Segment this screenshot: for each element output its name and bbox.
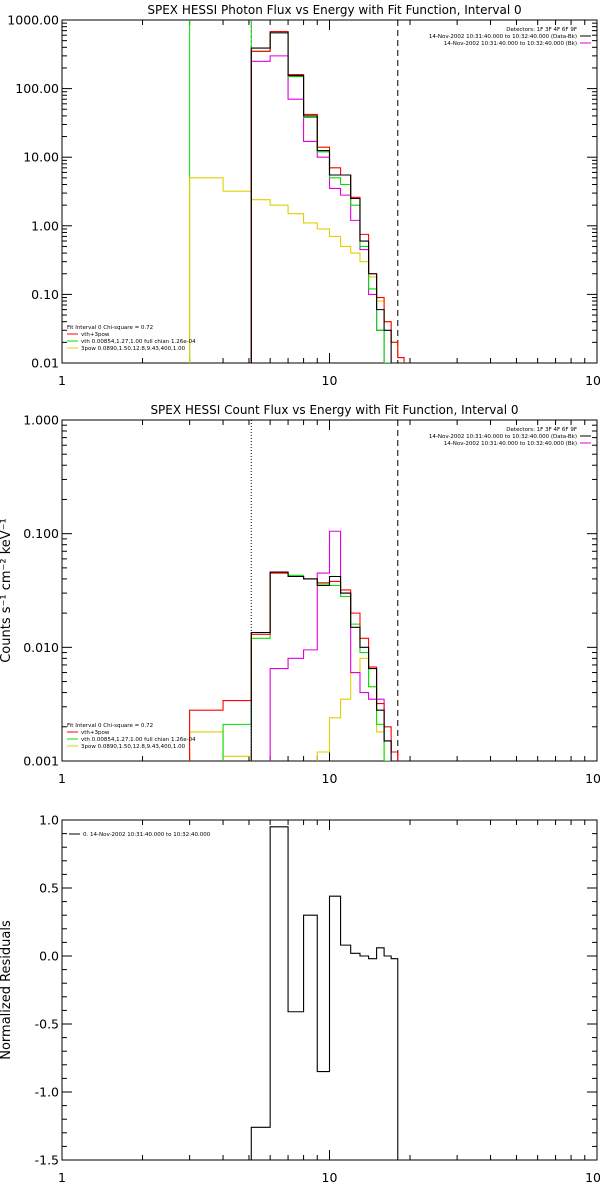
series-bk (269, 530, 399, 761)
panel-3: Normalized Residuals 1 10 100 -1.5 -1.0 -0.5 0.… (0, 813, 600, 1186)
panel-2: SPEX HESSI Count Flux vs Energy with Fit… (0, 403, 600, 786)
legend-entry: vth+3pow (81, 332, 110, 338)
series-data-bk (250, 571, 392, 761)
y-axis: -1.5 -1.0 -0.5 0.0 0.5 1.0 (35, 813, 597, 1168)
series-vth (250, 30, 392, 363)
y-tick-label: -0.5 (35, 1017, 59, 1032)
chart-title: SPEX HESSI Photon Flux vs Energy with Fi… (147, 3, 521, 17)
x-tick-label: 100 (585, 1170, 600, 1185)
legend-entry: 14-Nov-2002 10:31:40.000 to 10:32:40.000… (444, 41, 577, 47)
x-tick-label: 1 (58, 373, 66, 388)
y-axis-label: Counts s⁻¹ cm⁻² keV⁻¹ (0, 518, 14, 663)
y-tick-label: 1000.00 (7, 13, 59, 28)
series-3pow (189, 177, 405, 363)
x-axis: 1 10 100 (58, 20, 600, 388)
legend-entry: vth+3pow (81, 730, 110, 736)
x-tick-label: 100 (585, 771, 600, 786)
series-vth-3pow (250, 30, 405, 363)
x-tick-label: 100 (585, 373, 600, 388)
y-tick-label: 0.001 (23, 754, 59, 769)
axes-frame (61, 419, 598, 762)
x-tick-label: 1 (58, 1170, 66, 1185)
legend-top-left: 0. 14-Nov-2002 10:31:40.000 to 10:32:40.… (69, 832, 211, 838)
y-axis: 0.001 0.010 0.100 1.000 (23, 413, 597, 769)
legend-entry: 3pow 0.0890,1.50,12.8,9.43,400,1.00 (81, 346, 186, 352)
series-0-14-nov-2002-10-31-40-000-to-10-32-40-000 (250, 826, 399, 1160)
y-tick-label: 1.0 (39, 813, 59, 828)
legend-entry: 14-Nov-2002 10:31:40.000 to 10:32:40.000… (444, 441, 577, 447)
y-axis-label: Normalized Residuals (0, 920, 14, 1060)
y-tick-label: 0.5 (39, 881, 59, 896)
y-tick-label: 1.00 (31, 218, 59, 233)
chart-title: SPEX HESSI Count Flux vs Energy with Fit… (150, 403, 518, 417)
y-tick-label: 0.100 (23, 526, 59, 541)
series-data-bk (250, 32, 398, 363)
legend-entry: 14-Nov-2002 10:31:40.000 to 10:32:40.000… (429, 434, 577, 440)
y-tick-label: 0.01 (31, 356, 59, 371)
x-tick-label: 10 (322, 1170, 338, 1185)
y-tick-label: 10.00 (23, 150, 59, 165)
legend-entry: Fit Interval 0 Chi-square = 0.72 (67, 723, 153, 729)
legend-bottom-left: Fit Interval 0 Chi-square = 0.72vth+3pow… (67, 723, 196, 750)
x-tick-label: 10 (322, 373, 338, 388)
y-tick-label: -1.0 (35, 1085, 59, 1100)
legend-entry: Fit Interval 0 Chi-square = 0.72 (67, 325, 153, 331)
legend-entry: Detectors: 1F 3F 4F 6F 9F (506, 427, 577, 433)
panel-1: SPEX HESSI Photon Flux vs Energy with Fi… (7, 3, 600, 388)
y-tick-label: 0.0 (39, 949, 59, 964)
legend-entry: vth 0.00854,1.27,1.00 full chian 1.26e-0… (81, 339, 196, 345)
legend-entry: 3pow 0.0890,1.50,12.8,9.43,400,1.00 (81, 744, 186, 750)
y-tick-label: 0.10 (31, 287, 59, 302)
legend-bottom-left: Fit Interval 0 Chi-square = 0.72vth+3pow… (67, 325, 196, 352)
y-tick-label: 0.010 (23, 640, 59, 655)
x-tick-label: 10 (322, 771, 338, 786)
series-vth (222, 572, 392, 761)
y-axis: 0.01 0.10 1.00 10.00 100.00 1000.00 (7, 13, 597, 371)
plot-area (189, 530, 399, 761)
y-tick-label: -1.5 (35, 1153, 59, 1168)
y-tick-label: 100.00 (15, 81, 59, 96)
legend-entry: vth 0.00854,1.27,1.00 full chian 1.26e-0… (81, 737, 196, 743)
x-tick-label: 1 (58, 771, 66, 786)
legend-entry: Detectors: 1F 3F 4F 6F 9F (506, 27, 577, 33)
series-vth-3pow (189, 572, 399, 761)
x-axis: 1 10 100 (58, 820, 600, 1185)
axes-frame (61, 19, 598, 364)
plot-area (189, 30, 405, 363)
y-tick-label: 1.000 (23, 413, 59, 428)
series-bk (250, 55, 392, 363)
legend-entry: 14-Nov-2002 10:31:40.000 to 10:32:40.000… (429, 34, 577, 40)
plot-area (250, 826, 399, 1160)
legend-entry: 0. 14-Nov-2002 10:31:40.000 to 10:32:40.… (83, 832, 211, 838)
